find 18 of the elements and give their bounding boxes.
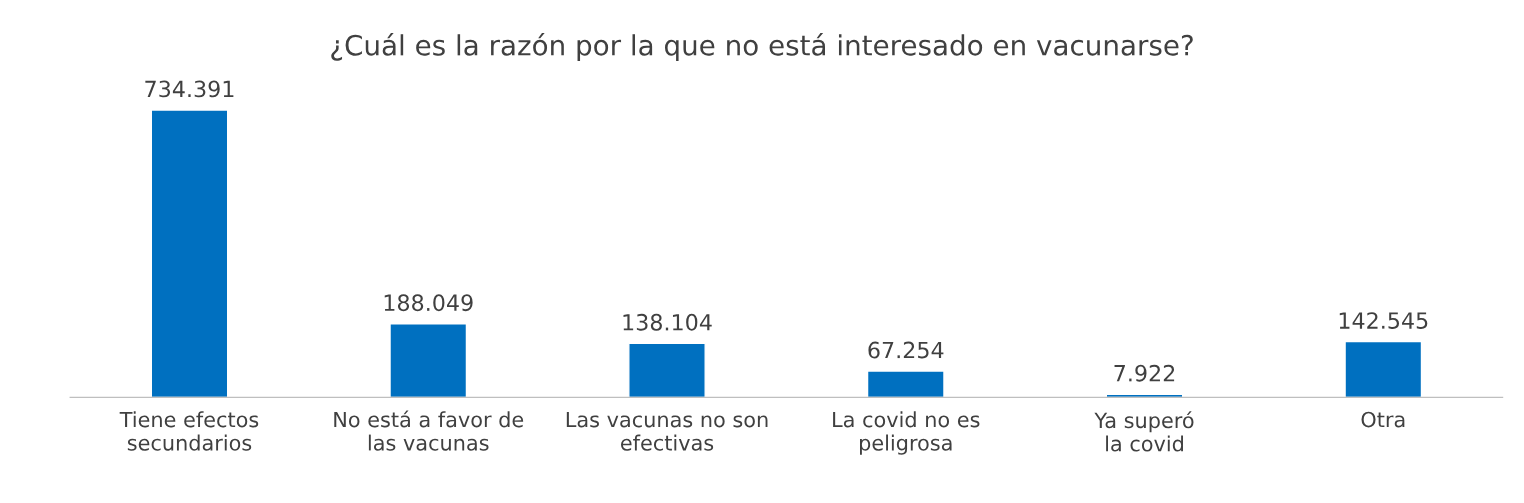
bar (389, 323, 468, 398)
x-tick-label: Las vacunas no son efectivas (566, 411, 768, 451)
bar (150, 109, 229, 398)
data-label: 142.545 (1339, 312, 1428, 329)
x-tick-label: Otra (1361, 411, 1405, 428)
x-tick-label: No está a favor de las vacunas (334, 410, 524, 451)
data-label: 734.391 (145, 80, 234, 98)
bar (628, 342, 706, 398)
data-label: 7.922 (1114, 364, 1175, 382)
bar (866, 370, 945, 398)
data-label: 67.254 (868, 341, 944, 359)
chart-title: ¿Cuál es la razón por la que no está interesado en vacunarse? (331, 33, 1193, 62)
x-tick-label: Ya superó la covid (1094, 411, 1194, 452)
data-label: 188.049 (384, 294, 473, 312)
x-tick-label: Tiene efectos secundarios (119, 411, 259, 451)
bar (1344, 340, 1423, 398)
data-label: 138.104 (623, 313, 712, 331)
x-tick-label: La covid no es peligrosa (833, 411, 980, 455)
